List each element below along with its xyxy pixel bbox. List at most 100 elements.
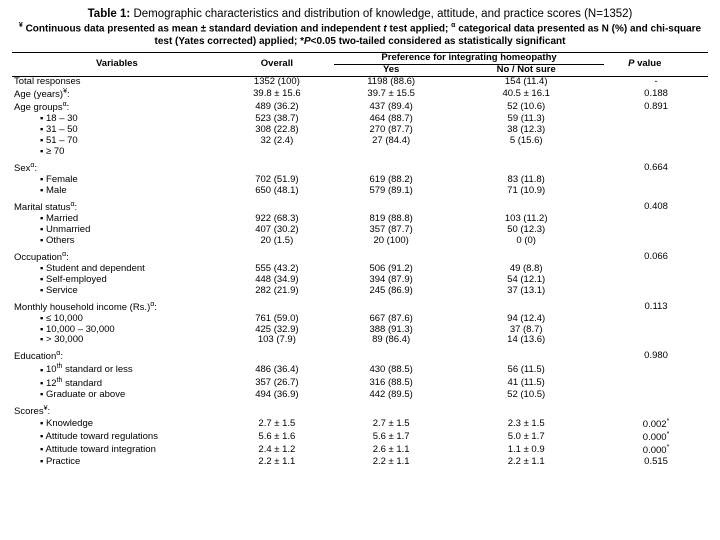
cell-p — [604, 335, 708, 346]
row-label: Age (years)¥: — [12, 88, 220, 101]
cell-p — [604, 214, 708, 225]
cell-no: 0 (0) — [448, 236, 604, 247]
cell-no: 14 (13.6) — [448, 335, 604, 346]
table-row: ≤ 10,000761 (59.0)667 (87.6)94 (12.4) — [12, 314, 708, 325]
cell-overall: 39.8 ± 15.6 — [220, 88, 334, 101]
cell-p: 0.664 — [604, 158, 708, 175]
table-row: ≥ 70 — [12, 147, 708, 158]
cell-yes: 442 (89.5) — [334, 390, 448, 401]
table-row: Graduate or above494 (36.9)442 (89.5)52 … — [12, 390, 708, 401]
cell-yes: 1198 (88.6) — [334, 77, 448, 88]
cell-no: 40.5 ± 16.1 — [448, 88, 604, 101]
cell-yes — [334, 158, 448, 175]
table-row: 12th standard357 (26.7)316 (88.5)41 (11.… — [12, 377, 708, 390]
cell-p: 0.891 — [604, 101, 708, 114]
cell-yes — [334, 401, 448, 418]
cell-no: 2.3 ± 1.5 — [448, 418, 604, 431]
cell-yes: 5.6 ± 1.7 — [334, 431, 448, 444]
cell-overall: 32 (2.4) — [220, 136, 334, 147]
table-row: Marital statusα: 0.408 — [12, 197, 708, 214]
cell-overall: 650 (48.1) — [220, 186, 334, 197]
table-row: Occupationα: 0.066 — [12, 247, 708, 264]
table-row: Age groupsα:489 (36.2)437 (89.4)52 (10.6… — [12, 101, 708, 114]
cell-overall: 2.7 ± 1.5 — [220, 418, 334, 431]
table-row: Educationα:0.980 — [12, 346, 708, 363]
table-caption: ¥ Continuous data presented as mean ± st… — [12, 22, 708, 48]
cell-overall: 448 (34.9) — [220, 275, 334, 286]
cell-no: 1.1 ± 0.9 — [448, 444, 604, 457]
cell-p — [604, 363, 708, 376]
table-row: Others20 (1.5)20 (100)0 (0) — [12, 236, 708, 247]
row-label: ≥ 70 — [12, 147, 220, 158]
cell-no — [448, 158, 604, 175]
cell-p — [604, 390, 708, 401]
cell-p: - — [604, 77, 708, 88]
col-header-pvalue: P value — [604, 53, 708, 77]
cell-overall: 20 (1.5) — [220, 236, 334, 247]
table-row: > 30,000103 (7.9)89 (86.4)14 (13.6) — [12, 335, 708, 346]
header-row-1: Variables Overall Preference for integra… — [12, 53, 708, 65]
table-row: Service282 (21.9)245 (86.9)37 (13.1) — [12, 286, 708, 297]
cell-p — [604, 186, 708, 197]
table-row: Monthly household income (Rs.)α: 0.113 — [12, 297, 708, 314]
cell-p — [604, 325, 708, 336]
cell-overall — [220, 197, 334, 214]
cell-p: 0.002* — [604, 418, 708, 431]
cell-p: 0.000* — [604, 444, 708, 457]
title-rest: Demographic characteristics and distribu… — [130, 8, 632, 20]
cell-overall — [220, 158, 334, 175]
cell-yes: 667 (87.6) — [334, 314, 448, 325]
table-row: Unmarried407 (30.2)357 (87.7)50 (12.3) — [12, 225, 708, 236]
cell-p — [604, 275, 708, 286]
cell-yes: 316 (88.5) — [334, 377, 448, 390]
col-header-preference: Preference for integrating homeopathy — [334, 53, 604, 65]
cell-yes: 2.6 ± 1.1 — [334, 444, 448, 457]
cell-overall — [220, 247, 334, 264]
cell-yes — [334, 147, 448, 158]
section-head: Occupationα: — [12, 247, 220, 264]
cell-p: 0.408 — [604, 197, 708, 214]
cell-no: 94 (12.4) — [448, 314, 604, 325]
cell-p: 0.000* — [604, 431, 708, 444]
cell-overall — [220, 346, 334, 363]
cell-yes: 89 (86.4) — [334, 335, 448, 346]
table-row: Scores¥: — [12, 401, 708, 418]
table-row: Attitude toward integration2.4 ± 1.22.6 … — [12, 444, 708, 457]
cell-yes: 430 (88.5) — [334, 363, 448, 376]
cell-p — [604, 236, 708, 247]
cell-yes — [334, 197, 448, 214]
cell-p: 0.066 — [604, 247, 708, 264]
section-head: Monthly household income (Rs.)α: — [12, 297, 220, 314]
cell-overall: 761 (59.0) — [220, 314, 334, 325]
cell-overall — [220, 297, 334, 314]
table-row: Married922 (68.3)819 (88.8)103 (11.2) — [12, 214, 708, 225]
row-label: Knowledge — [12, 418, 220, 431]
row-label: Graduate or above — [12, 390, 220, 401]
cell-yes: 394 (87.9) — [334, 275, 448, 286]
table-row: 51 – 7032 (2.4)27 (84.4)5 (15.6) — [12, 136, 708, 147]
table-row: 18 – 30523 (38.7)464 (88.7)59 (11.3) — [12, 114, 708, 125]
cell-yes: 2.7 ± 1.5 — [334, 418, 448, 431]
table-row: Female702 (51.9)619 (88.2)83 (11.8) — [12, 175, 708, 186]
cell-no: 37 (13.1) — [448, 286, 604, 297]
cell-overall: 282 (21.9) — [220, 286, 334, 297]
table-row: Total responses1352 (100)1198 (88.6)154 … — [12, 77, 708, 88]
table-row: Attitude toward regulations5.6 ± 1.65.6 … — [12, 431, 708, 444]
cell-p — [604, 125, 708, 136]
cell-p — [604, 377, 708, 390]
col-header-yes: Yes — [334, 65, 448, 77]
cell-p — [604, 225, 708, 236]
cell-no: 56 (11.5) — [448, 363, 604, 376]
cell-p: 0.113 — [604, 297, 708, 314]
table-row: 10th standard or less486 (36.4)430 (88.5… — [12, 363, 708, 376]
cell-p — [604, 314, 708, 325]
table-row: Sexα:0.664 — [12, 158, 708, 175]
cell-overall: 357 (26.7) — [220, 377, 334, 390]
table-row: Student and dependent555 (43.2)506 (91.2… — [12, 264, 708, 275]
table-row: Male650 (48.1)579 (89.1)71 (10.9) — [12, 186, 708, 197]
section-head: Marital statusα: — [12, 197, 220, 214]
cell-no: 2.2 ± 1.1 — [448, 457, 604, 468]
cell-no — [448, 247, 604, 264]
cell-overall: 486 (36.4) — [220, 363, 334, 376]
row-label: Practice — [12, 457, 220, 468]
